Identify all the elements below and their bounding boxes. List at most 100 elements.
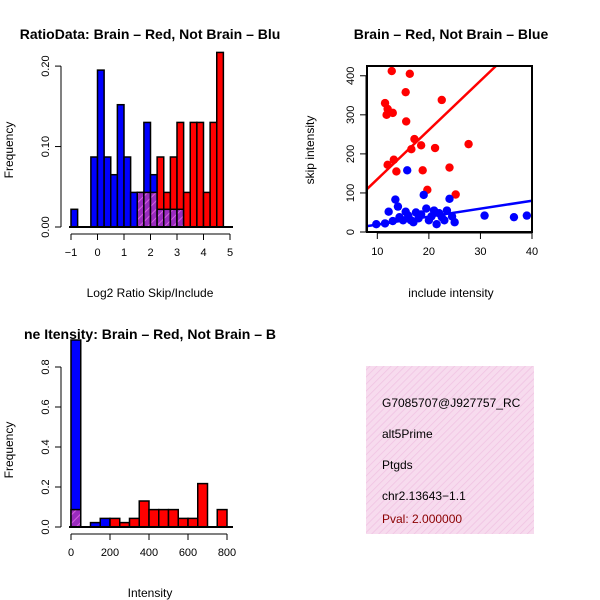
not-brain-bar <box>103 156 112 228</box>
info-panel-background <box>366 366 534 534</box>
intensity-histogram-bars <box>70 339 228 528</box>
overlap-bar <box>143 191 152 228</box>
x-tick-label: 1 <box>121 247 127 259</box>
x-tick-label: 5 <box>227 247 233 259</box>
not-brain-bar <box>99 517 111 528</box>
brain-point <box>401 87 410 97</box>
brain-point <box>418 166 427 175</box>
x-tick-label: 20 <box>423 246 435 258</box>
brain-bar <box>109 517 121 528</box>
not-brain-point <box>442 206 452 215</box>
ratio-histogram-x-axis: −1 0 1 2 3 4 5 <box>65 233 233 259</box>
brain-point <box>387 66 396 76</box>
not-brain-point <box>432 219 441 229</box>
brain-point <box>383 160 392 170</box>
ratio-histogram: RatioData: Brain – Red, Not Brain – Blu … <box>2 26 280 300</box>
brain-point <box>392 167 401 176</box>
intensity-histogram-xlabel: Intensity <box>128 586 173 600</box>
x-tick-label: 2 <box>147 247 153 259</box>
brain-bar <box>209 121 218 228</box>
y-tick-label: 400 <box>345 67 357 85</box>
brain-bar <box>138 500 150 528</box>
not-brain-point <box>393 202 403 211</box>
y-tick-label: 0 <box>345 229 357 235</box>
brain-bar <box>148 508 160 528</box>
not-brain-point <box>391 195 400 204</box>
not-brain-bar <box>96 69 105 228</box>
not-brain-point <box>440 216 449 225</box>
y-tick-label: 0.20 <box>40 55 52 76</box>
ratio-histogram-title: RatioData: Brain – Red, Not Brain – Blu <box>20 26 281 42</box>
x-tick-label: −1 <box>65 247 78 259</box>
y-tick-label: 0.0 <box>40 519 52 534</box>
brain-point <box>445 163 454 172</box>
brain-bar <box>202 191 211 228</box>
brain-bar <box>182 191 191 228</box>
brain-bar <box>216 51 225 228</box>
not-brain-point <box>450 218 459 227</box>
brain-bar <box>158 508 170 528</box>
brain-point <box>464 139 473 149</box>
not-brain-point <box>372 219 381 229</box>
scatter-plot: Brain – Red, Not Brain – Blue include in… <box>303 26 548 300</box>
y-tick-label: 0.4 <box>40 439 52 454</box>
y-tick-label: 100 <box>345 184 357 202</box>
y-tick-label: 0.00 <box>40 216 52 237</box>
brain-bar <box>187 517 199 528</box>
y-tick-label: 200 <box>345 145 357 163</box>
info-panel: G7085707@J927757_RC alt5Prime Ptgds chr2… <box>366 366 534 534</box>
not-brain-point <box>522 211 532 220</box>
overlap-bar <box>163 208 172 228</box>
overlap-bar <box>169 208 178 228</box>
x-tick-label: 3 <box>174 247 180 259</box>
y-tick-label: 0.2 <box>40 479 52 494</box>
brain-point <box>405 69 414 79</box>
brain-bar <box>189 121 198 228</box>
scatter-plot-ylabel: skip intensity <box>303 116 317 185</box>
brain-bar <box>216 508 228 528</box>
brain-point <box>451 190 460 199</box>
not-brain-bar <box>70 208 79 228</box>
not-brain-point <box>384 207 393 216</box>
brain-bar <box>167 508 179 528</box>
not-brain-point <box>416 210 426 219</box>
x-tick-label: 0 <box>94 247 100 259</box>
x-tick-label: 400 <box>140 547 158 559</box>
not-brain-point <box>419 190 428 200</box>
intensity-histogram-ylabel: Frequency <box>2 422 16 479</box>
x-tick-label: 0 <box>68 547 74 559</box>
scatter-plot-xlabel: include intensity <box>408 286 493 300</box>
x-tick-label: 800 <box>218 547 236 559</box>
intensity-histogram-x-axis: 0 200 400 600 800 <box>68 533 236 559</box>
brain-point <box>407 144 416 154</box>
not-brain-bar <box>129 191 138 228</box>
x-tick-label: 40 <box>526 246 538 258</box>
scatter-plot-frame <box>366 65 533 233</box>
not-brain-point <box>380 219 390 228</box>
brain-point <box>388 108 397 118</box>
brain-point <box>401 117 411 126</box>
not-brain-point <box>422 204 431 213</box>
intensity-histogram: ne Itensity: Brain – Red, Not Brain – B … <box>2 326 276 600</box>
brain-point <box>430 143 440 153</box>
y-tick-label: 300 <box>345 106 357 124</box>
ratio-histogram-xlabel: Log2 Ratio Skip/Include <box>87 286 214 300</box>
brain-point <box>410 134 419 144</box>
info-event-type: alt5Prime <box>382 427 433 441</box>
y-tick-label: 0.8 <box>40 359 52 374</box>
brain-bar <box>196 121 205 228</box>
brain-bar <box>177 517 189 528</box>
info-pval: Pval: 2.000000 <box>382 512 462 526</box>
brain-bar <box>128 517 140 528</box>
not-brain-point <box>388 216 397 226</box>
overlap-bar <box>136 191 145 228</box>
scatter-points <box>372 66 532 229</box>
y-tick-label: 0.6 <box>40 399 52 414</box>
ratio-histogram-bars <box>70 51 225 228</box>
overlap-bar <box>149 191 158 228</box>
overlap-bar <box>156 208 165 228</box>
not-brain-point <box>480 211 489 220</box>
not-brain-bar <box>70 339 82 528</box>
brain-regression-line <box>366 65 497 190</box>
